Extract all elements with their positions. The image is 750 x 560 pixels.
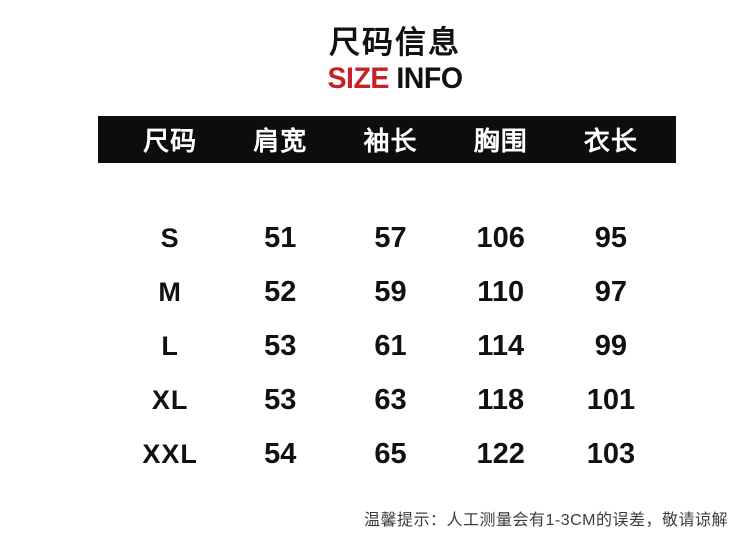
- title-block: 尺码信息 SIZE INFO: [0, 24, 750, 96]
- column-header-chest: 胸围: [473, 126, 528, 156]
- value-chest: 118: [477, 383, 525, 416]
- page-title: 尺码信息: [329, 25, 461, 60]
- value-length: 99: [594, 329, 628, 362]
- page-subtitle: SIZE INFO: [58, 62, 733, 96]
- value-shoulder: 51: [264, 221, 297, 254]
- value-sleeve: 59: [374, 275, 407, 308]
- table-row-xl: XL 53 63 118 101: [98, 373, 676, 427]
- column-header-sleeve: 袖长: [363, 126, 418, 156]
- value-shoulder: 52: [264, 275, 297, 308]
- table-header-bar: 尺码 肩宽 袖长 胸围 衣长: [98, 116, 676, 163]
- value-shoulder: 53: [264, 329, 297, 362]
- value-sleeve: 57: [374, 221, 407, 254]
- value-sleeve: 63: [374, 383, 407, 416]
- size-label: XL: [151, 384, 189, 415]
- column-header-length: 衣长: [583, 126, 638, 156]
- value-chest: 106: [476, 221, 525, 254]
- table-row-s: S 51 57 106 95: [98, 211, 676, 265]
- table-body: S 51 57 106 95 M 52 59 110 97 L 53 61 11…: [98, 211, 676, 481]
- size-label: S: [160, 222, 180, 253]
- value-length: 103: [586, 437, 636, 470]
- value-shoulder: 54: [264, 437, 297, 470]
- value-chest: 114: [477, 329, 525, 362]
- column-header-size: 尺码: [143, 126, 198, 156]
- column-header-shoulder: 肩宽: [253, 126, 308, 156]
- subtitle-size-text: SIZE: [327, 62, 389, 95]
- value-sleeve: 65: [374, 437, 407, 470]
- disclaimer-note: 温馨提示：人工测量会有1-3CM的误差，敬请谅解: [364, 512, 729, 529]
- table-row-m: M 52 59 110 97: [98, 265, 676, 319]
- subtitle-info-text: INFO: [388, 62, 463, 95]
- size-label: XXL: [142, 438, 198, 469]
- size-label: M: [158, 276, 182, 307]
- table-row-xxl: XXL 54 65 122 103: [98, 427, 676, 481]
- table-row-l: L 53 61 114 99: [98, 319, 676, 373]
- size-label: L: [161, 330, 179, 361]
- value-shoulder: 53: [264, 383, 297, 416]
- value-chest: 110: [477, 275, 525, 308]
- value-length: 97: [594, 275, 628, 308]
- value-chest: 122: [476, 437, 525, 470]
- value-length: 101: [586, 383, 636, 416]
- value-sleeve: 61: [374, 329, 407, 362]
- value-length: 95: [594, 221, 628, 254]
